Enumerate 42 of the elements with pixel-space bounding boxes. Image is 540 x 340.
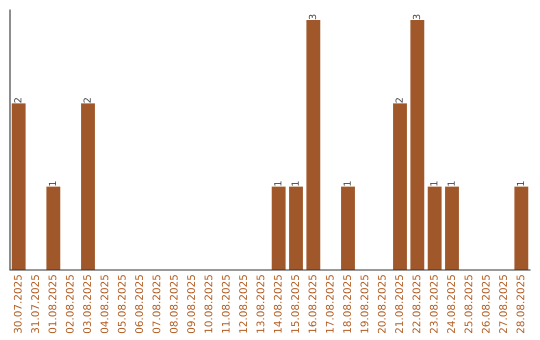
x-tick-label: 28.08.2025: [516, 275, 524, 334]
x-tick-label: 17.08.2025: [326, 275, 334, 333]
x-tick-label: 10.08.2025: [204, 275, 212, 333]
x-tick-label: 27.08.2025: [499, 275, 508, 334]
x-tick-label: 14.08.2025: [274, 275, 282, 333]
data-label: 3: [308, 14, 316, 20]
x-tick-label: 25.08.2025: [464, 275, 472, 334]
x-tick-label: 21.08.2025: [395, 275, 404, 334]
x-tick-label: 31.07.2025: [31, 275, 40, 334]
data-label: 1: [274, 181, 282, 186]
x-tick-label: 09.08.2025: [187, 275, 196, 334]
x-tick-label: 03.08.2025: [83, 275, 92, 334]
x-tick-label: 12.08.2025: [239, 275, 248, 333]
data-label: 1: [448, 181, 455, 186]
x-tick-label: 22.08.2025: [412, 275, 420, 334]
data-label: 1: [344, 181, 351, 186]
data-label: 1: [516, 181, 524, 186]
x-tick-label: 30.07.2025: [14, 275, 22, 334]
x-tick-label: 11.08.2025: [222, 275, 230, 333]
x-tick-label: 07.08.2025: [152, 275, 160, 334]
x-tick-label: 01.08.2025: [48, 275, 56, 334]
data-label: 1: [430, 181, 438, 186]
data-label: 1: [292, 181, 299, 186]
x-tick-label: 13.08.2025: [256, 275, 264, 333]
data-label: 2: [83, 98, 91, 103]
x-tick-label: 06.08.2025: [135, 275, 144, 334]
x-tick-label: 04.08.2025: [100, 275, 108, 334]
x-tick-label: 23.08.2025: [430, 275, 438, 334]
data-label: 3: [412, 14, 420, 20]
x-tick-label: 16.08.2025: [308, 275, 316, 333]
x-tick-label: 19.08.2025: [360, 275, 368, 333]
x-tick-label: 15.08.2025: [291, 275, 300, 333]
x-tick-label: 26.08.2025: [482, 275, 490, 334]
x-tick-label: 24.08.2025: [447, 275, 456, 334]
x-tick-label: 05.08.2025: [118, 275, 126, 334]
x-tick-label: 20.08.2025: [378, 275, 386, 334]
data-label: 2: [14, 98, 22, 103]
x-tick-label: 08.08.2025: [170, 275, 178, 334]
x-tick-label: 02.08.2025: [66, 275, 74, 334]
x-tick-label: 18.08.2025: [343, 275, 352, 333]
data-label: 2: [395, 98, 403, 103]
data-label: 1: [48, 181, 56, 186]
